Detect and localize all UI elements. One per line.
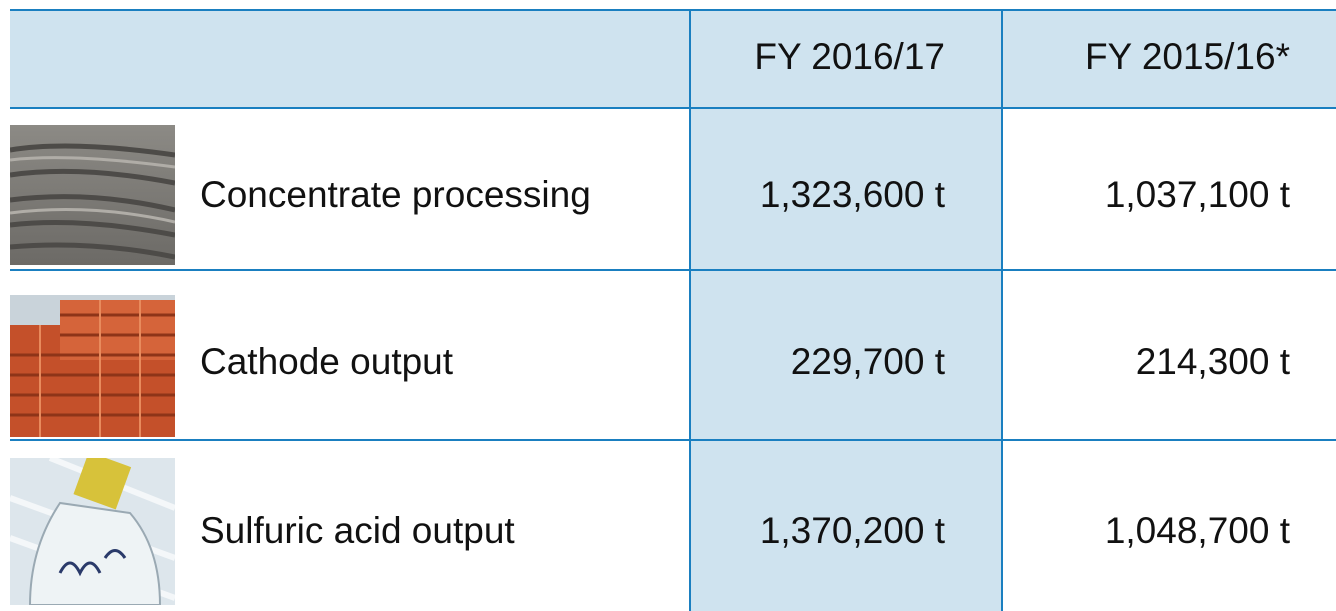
photo-copper-cathodes <box>10 295 175 437</box>
rule <box>10 107 1336 109</box>
value-cell: 214,300 t <box>1135 341 1290 382</box>
value-cell: 1,048,700 t <box>1104 510 1290 551</box>
value-cell: 229,700 t <box>790 341 945 382</box>
photo-rock-layers <box>10 125 175 265</box>
rule <box>689 10 691 611</box>
value-cell: 1,323,600 t <box>759 174 945 215</box>
row-label: Sulfuric acid output <box>200 510 515 551</box>
header-cell: FY 2015/16* <box>1084 36 1290 77</box>
photo-acid-bottle <box>10 458 175 605</box>
rule <box>10 439 1336 441</box>
value-cell: 1,370,200 t <box>759 510 945 551</box>
value-cell: 1,037,100 t <box>1104 174 1290 215</box>
rule <box>10 269 1336 271</box>
header-background <box>10 10 1336 108</box>
rule <box>1001 10 1003 611</box>
rule <box>10 9 1336 11</box>
column-highlight <box>690 108 1002 611</box>
header-cell: FY 2016/17 <box>754 36 945 77</box>
row-label: Cathode output <box>200 341 454 382</box>
row-label: Concentrate processing <box>200 174 591 215</box>
